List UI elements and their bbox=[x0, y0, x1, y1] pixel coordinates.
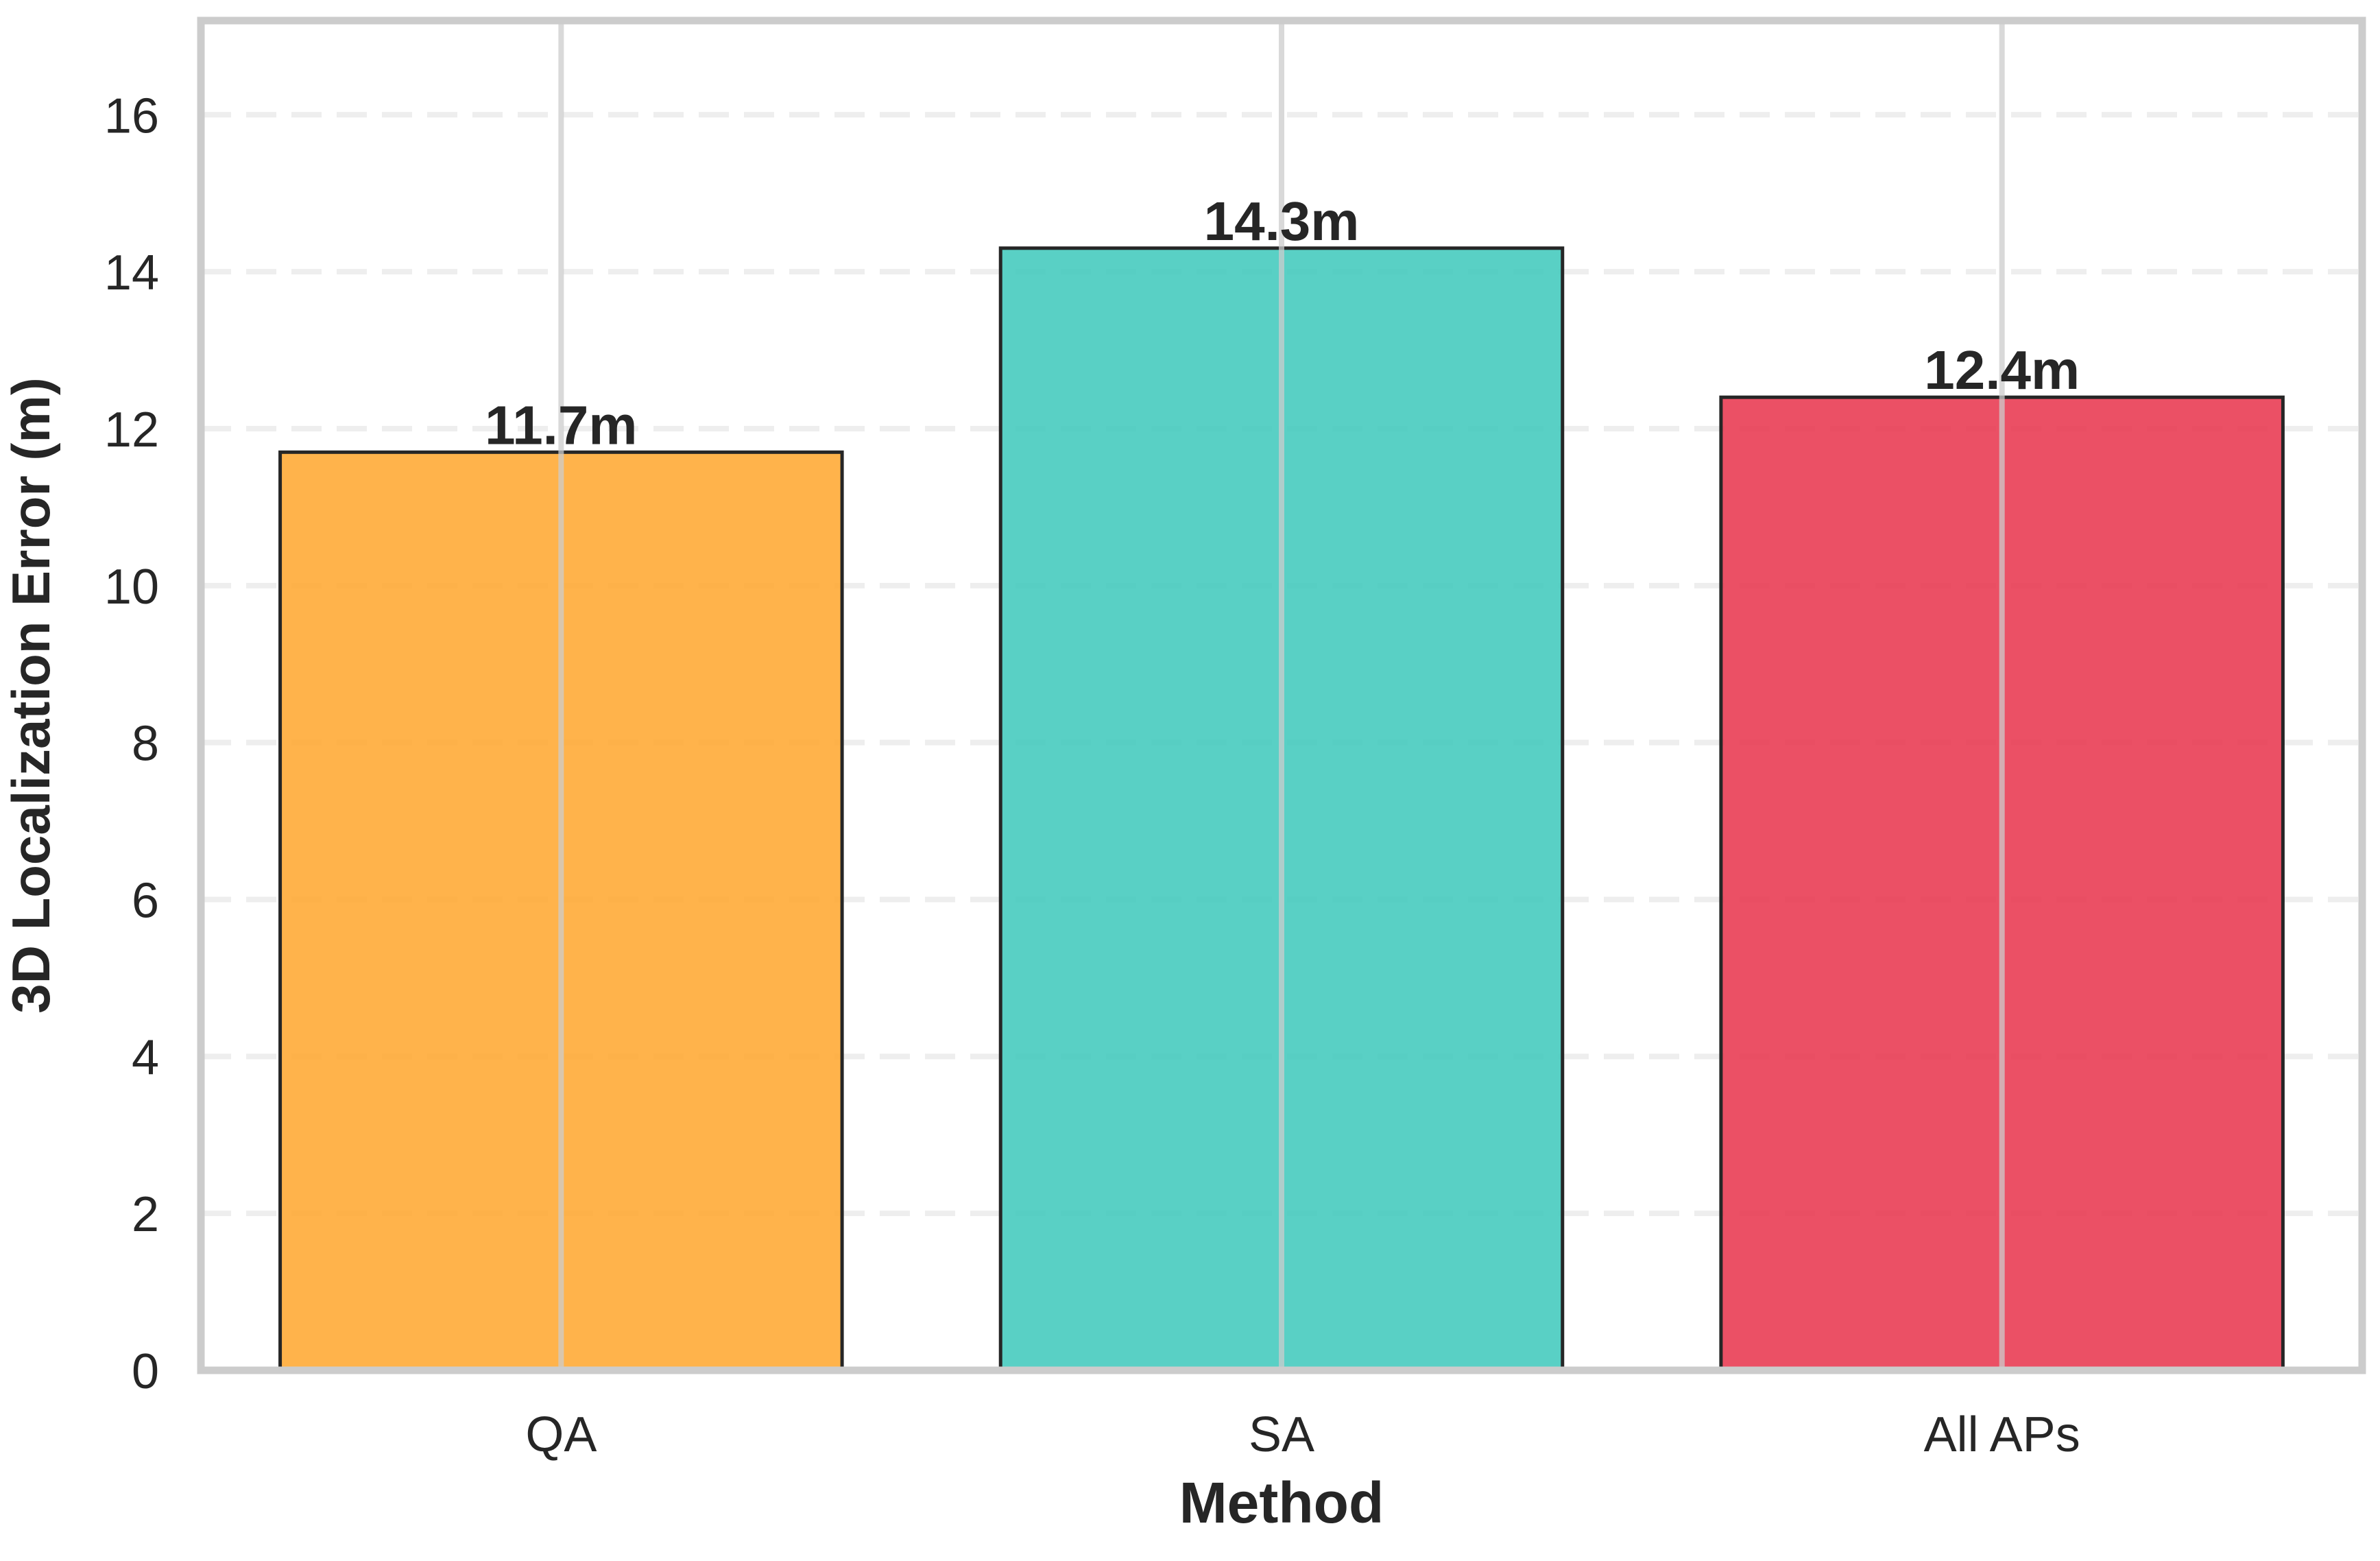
bar-value-label: 12.4m bbox=[1924, 339, 2080, 401]
y-tick-labels: 0 2 4 6 8 10 12 14 16 bbox=[104, 88, 159, 1399]
y-tick-label: 4 bbox=[132, 1030, 159, 1085]
value-labels: 11.7m 14.3m 12.4m bbox=[485, 191, 2080, 455]
y-axis-label: 3D Localization Error (m) bbox=[1, 377, 61, 1013]
vertical-grid-lines bbox=[558, 21, 2005, 1370]
y-tick-label: 0 bbox=[132, 1344, 159, 1399]
y-tick-label: 8 bbox=[132, 717, 159, 772]
y-tick-label: 10 bbox=[104, 560, 159, 615]
x-tick-labels: QA SA All APs bbox=[525, 1407, 2080, 1462]
plot-frame bbox=[197, 16, 2366, 1374]
y-tick-label: 12 bbox=[104, 403, 159, 457]
x-axis-label: Method bbox=[1179, 1470, 1384, 1535]
y-tick-label: 14 bbox=[104, 246, 159, 300]
y-tick-label: 6 bbox=[132, 873, 159, 928]
x-tick-label: QA bbox=[525, 1407, 597, 1462]
x-tick-label: SA bbox=[1249, 1407, 1314, 1462]
bar-value-label: 14.3m bbox=[1204, 191, 1360, 252]
y-tick-label: 16 bbox=[104, 88, 159, 143]
x-tick-label: All APs bbox=[1924, 1407, 2080, 1462]
bar-value-label: 11.7m bbox=[485, 394, 637, 455]
y-tick-label: 2 bbox=[132, 1187, 159, 1242]
